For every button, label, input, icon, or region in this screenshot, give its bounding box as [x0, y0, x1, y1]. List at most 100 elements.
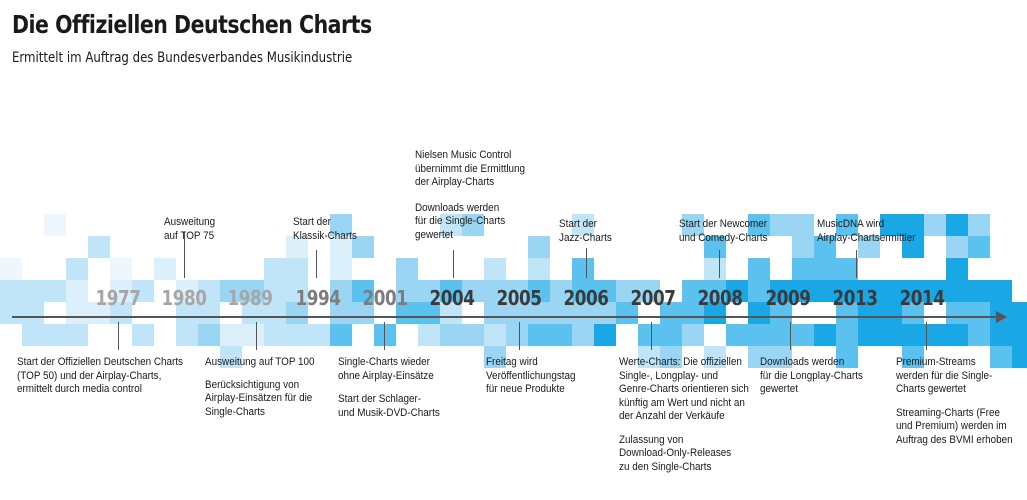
- event-note-2005: Freitag wird Veröffentlichungstag für neue…: [486, 356, 576, 404]
- event-text: Freitag wird Veröffentlichungstag für neue…: [486, 356, 576, 395]
- mosaic-tile: [902, 214, 924, 236]
- mosaic-tile: [550, 280, 572, 302]
- mosaic-tile: [440, 214, 462, 236]
- mosaic-tile: [506, 302, 528, 324]
- mosaic-tile: [880, 302, 902, 324]
- mosaic-tile: [836, 302, 858, 324]
- mosaic-tile: [968, 280, 990, 302]
- mosaic-tile: [858, 236, 880, 258]
- event-text: Start der Newcomer und Comedy-Charts: [679, 218, 768, 244]
- mosaic-tile: [242, 324, 264, 346]
- mosaic-tile: [462, 280, 484, 302]
- mosaic-tile: [770, 324, 792, 346]
- tick-2013: [856, 250, 857, 278]
- mosaic-tile: [770, 302, 792, 324]
- mosaic-tile: [110, 280, 132, 302]
- mosaic-tile: [286, 236, 308, 258]
- mosaic-tile: [902, 302, 924, 324]
- year-label-2008: 2008: [697, 286, 743, 310]
- mosaic-tile: [264, 258, 286, 280]
- mosaic-tile: [550, 324, 572, 346]
- event-text: Ausweitung auf TOP 100: [205, 356, 315, 368]
- mosaic-tile: [286, 302, 308, 324]
- mosaic-tile: [110, 302, 132, 324]
- mosaic-tile: [858, 324, 880, 346]
- mosaic-tile: [836, 280, 858, 302]
- event-text-secondary: Downloads werden für die Single-Charts gew…: [415, 201, 506, 241]
- mosaic-tile: [418, 324, 440, 346]
- mosaic-tile: [0, 258, 22, 280]
- year-label-2013: 2013: [832, 286, 878, 310]
- timeline-arrow-icon: [996, 311, 1007, 323]
- mosaic-tile: [220, 346, 242, 368]
- mosaic-tile: [572, 214, 594, 236]
- event-text: Ausweitung auf TOP 75: [164, 216, 216, 242]
- mosaic-tile: [990, 324, 1012, 346]
- mosaic-tile: [506, 280, 528, 302]
- mosaic-tile: [572, 258, 594, 280]
- mosaic-tile: [990, 346, 1012, 368]
- mosaic-tile: [792, 324, 814, 346]
- mosaic-tile: [154, 258, 176, 280]
- tick-2001: [384, 322, 385, 350]
- mosaic-tile: [110, 258, 132, 280]
- mosaic-tile: [352, 236, 374, 258]
- mosaic-tile: [528, 324, 550, 346]
- mosaic-tile: [638, 324, 660, 346]
- mosaic-tile: [484, 280, 506, 302]
- mosaic-tile: [198, 324, 220, 346]
- mosaic-tile: [22, 324, 44, 346]
- mosaic-tile: [836, 324, 858, 346]
- background-mosaic: [0, 200, 1027, 430]
- mosaic-tile: [682, 324, 704, 346]
- tick-2007: [651, 322, 652, 350]
- mosaic-tile: [418, 280, 440, 302]
- year-label-1977: 1977: [95, 286, 141, 310]
- mosaic-tile: [396, 280, 418, 302]
- event-note-2004: Nielsen Music Control übernimmt die Ermit…: [415, 149, 525, 249]
- mosaic-tile: [968, 236, 990, 258]
- mosaic-tile: [946, 324, 968, 346]
- tick-2006: [586, 248, 587, 278]
- mosaic-tile: [286, 324, 308, 346]
- mosaic-tile: [506, 324, 528, 346]
- mosaic-tile: [198, 280, 220, 302]
- mosaic-tile: [924, 214, 946, 236]
- event-note-1994: Start der Klassik-Charts: [293, 216, 357, 250]
- event-note-2006: Start der Jazz-Charts: [559, 218, 612, 252]
- mosaic-tile: [880, 324, 902, 346]
- event-text: Single-Charts wieder ohne Airplay-Einsätz…: [338, 356, 434, 382]
- mosaic-tile: [814, 280, 836, 302]
- mosaic-tile: [88, 236, 110, 258]
- event-note-1989: Ausweitung auf TOP 100 Berücksichtigung …: [205, 356, 315, 426]
- mosaic-tile: [814, 236, 836, 258]
- tick-2008: [719, 250, 720, 278]
- mosaic-tile: [462, 214, 484, 236]
- year-label-2004: 2004: [429, 286, 475, 310]
- mosaic-tile: [748, 214, 770, 236]
- event-text: Premium-Streams werden für die Single- Cha…: [896, 356, 993, 395]
- mosaic-tile: [792, 214, 814, 236]
- event-note-1980: Ausweitung auf TOP 75: [164, 216, 215, 250]
- mosaic-tile: [176, 302, 198, 324]
- mosaic-tile: [660, 346, 682, 368]
- mosaic-tile: [682, 302, 704, 324]
- event-text: Nielsen Music Control übernimmt die Ermit…: [415, 149, 526, 188]
- page-title: Die Offiziellen Deutschen Charts: [12, 10, 372, 39]
- mosaic-tile: [484, 324, 506, 346]
- mosaic-tile: [264, 280, 286, 302]
- event-text: Start der Jazz-Charts: [559, 218, 612, 244]
- mosaic-tile: [132, 280, 154, 302]
- mosaic-tile: [836, 258, 858, 280]
- event-text: Werte-Charts: Die offiziellen Single-, Lo…: [619, 356, 749, 422]
- event-note-2008: Start der Newcomer und Comedy-Charts: [679, 218, 768, 252]
- mosaic-tile: [946, 214, 968, 236]
- year-label-1989: 1989: [227, 286, 273, 310]
- mosaic-tile: [572, 280, 594, 302]
- mosaic-tile: [330, 236, 352, 258]
- mosaic-tile: [594, 302, 616, 324]
- mosaic-tile: [286, 258, 308, 280]
- event-note-2014: Premium-Streams werden für die Single- Cha…: [896, 356, 1013, 454]
- mosaic-tile: [924, 324, 946, 346]
- event-text: Start der Klassik-Charts: [293, 216, 357, 242]
